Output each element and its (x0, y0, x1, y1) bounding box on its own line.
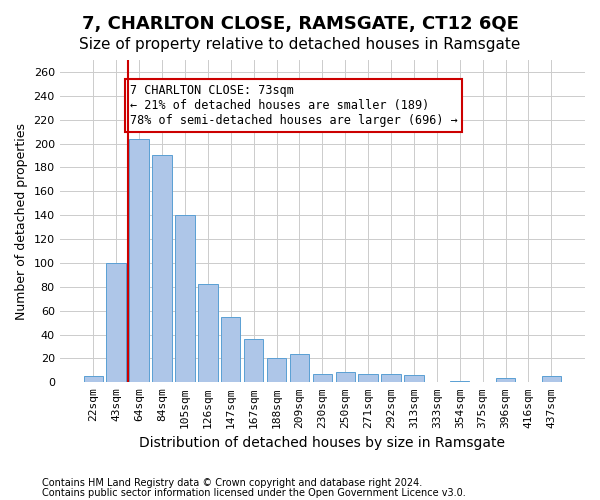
Y-axis label: Number of detached properties: Number of detached properties (15, 122, 28, 320)
Bar (152, 156, 172, 382)
Bar (335, 372, 355, 382)
Bar (404, 375, 424, 382)
Text: Contains HM Land Registry data © Crown copyright and database right 2024.: Contains HM Land Registry data © Crown c… (42, 478, 422, 488)
Text: Size of property relative to detached houses in Ramsgate: Size of property relative to detached ho… (79, 38, 521, 52)
Bar (221, 316, 241, 382)
Bar (382, 374, 401, 382)
Bar (83, 376, 103, 382)
Bar (198, 284, 218, 382)
Bar (313, 374, 332, 382)
Bar (106, 263, 126, 382)
Text: 7, CHARLTON CLOSE, RAMSGATE, CT12 6QE: 7, CHARLTON CLOSE, RAMSGATE, CT12 6QE (82, 15, 518, 33)
Bar (175, 215, 194, 382)
Bar (358, 374, 378, 382)
Bar (290, 354, 309, 382)
Text: 7 CHARLTON CLOSE: 73sqm
← 21% of detached houses are smaller (189)
78% of semi-d: 7 CHARLTON CLOSE: 73sqm ← 21% of detache… (130, 84, 458, 127)
Text: Contains public sector information licensed under the Open Government Licence v3: Contains public sector information licen… (42, 488, 466, 498)
X-axis label: Distribution of detached houses by size in Ramsgate: Distribution of detached houses by size … (139, 436, 505, 450)
Bar (496, 378, 515, 382)
Bar (130, 139, 149, 382)
Bar (450, 381, 469, 382)
Bar (267, 358, 286, 382)
Bar (244, 340, 263, 382)
Bar (542, 376, 561, 382)
